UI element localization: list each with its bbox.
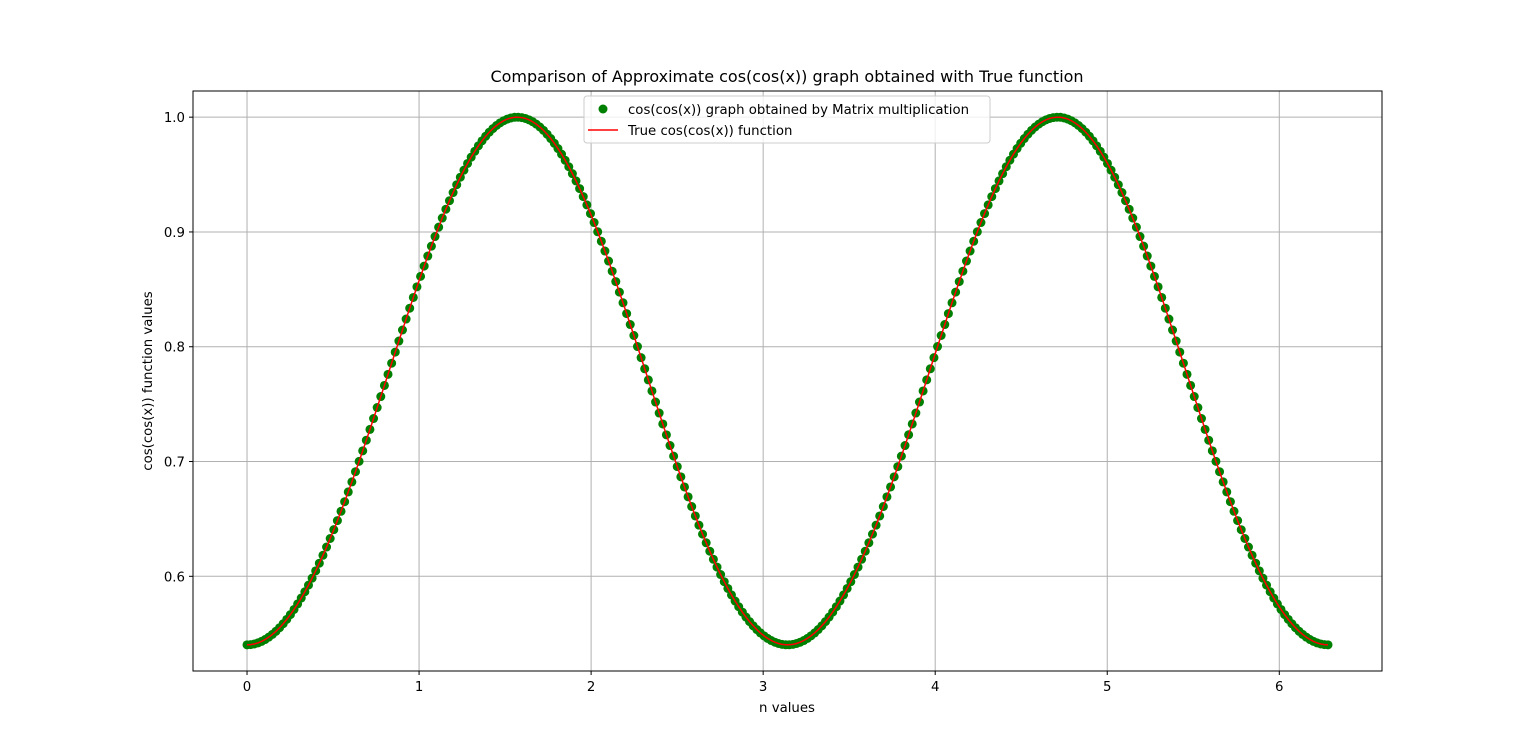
y-tick-label: 0.8 [164,341,185,356]
y-tick-label: 1.0 [164,111,185,126]
x-tick-label: 3 [759,680,767,695]
x-tick-label: 6 [1275,680,1283,695]
y-axis-label: cos(cos(x)) function values [141,291,156,470]
x-tick-label: 4 [931,680,939,695]
legend-scatter-marker [598,104,608,114]
legend-line-label: True cos(cos(x)) function [627,124,792,139]
x-tick-label: 0 [243,680,251,695]
true-function-line [246,116,1329,646]
legend-scatter-label: cos(cos(x)) graph obtained by Matrix mul… [628,103,969,118]
plot-frame [192,90,1383,672]
x-tick-label: 1 [415,680,423,695]
x-tick-label: 2 [587,680,595,695]
series-points-layer [242,112,1333,650]
x-axis-label: n values [759,701,815,716]
tick-layer: 0 1 2 3 4 5 6 0.6 0.7 0.8 0.9 1.0 [164,111,1284,695]
grid-layer [193,91,1382,671]
y-tick-label: 0.7 [164,456,185,471]
y-tick-label: 0.9 [164,226,185,241]
legend-box [583,95,991,144]
y-tick-label: 0.6 [164,570,185,585]
chart-title: Comparison of Approximate cos(cos(x)) gr… [490,67,1083,86]
x-tick-label: 5 [1103,680,1111,695]
legend: cos(cos(x)) graph obtained by Matrix mul… [583,95,991,144]
